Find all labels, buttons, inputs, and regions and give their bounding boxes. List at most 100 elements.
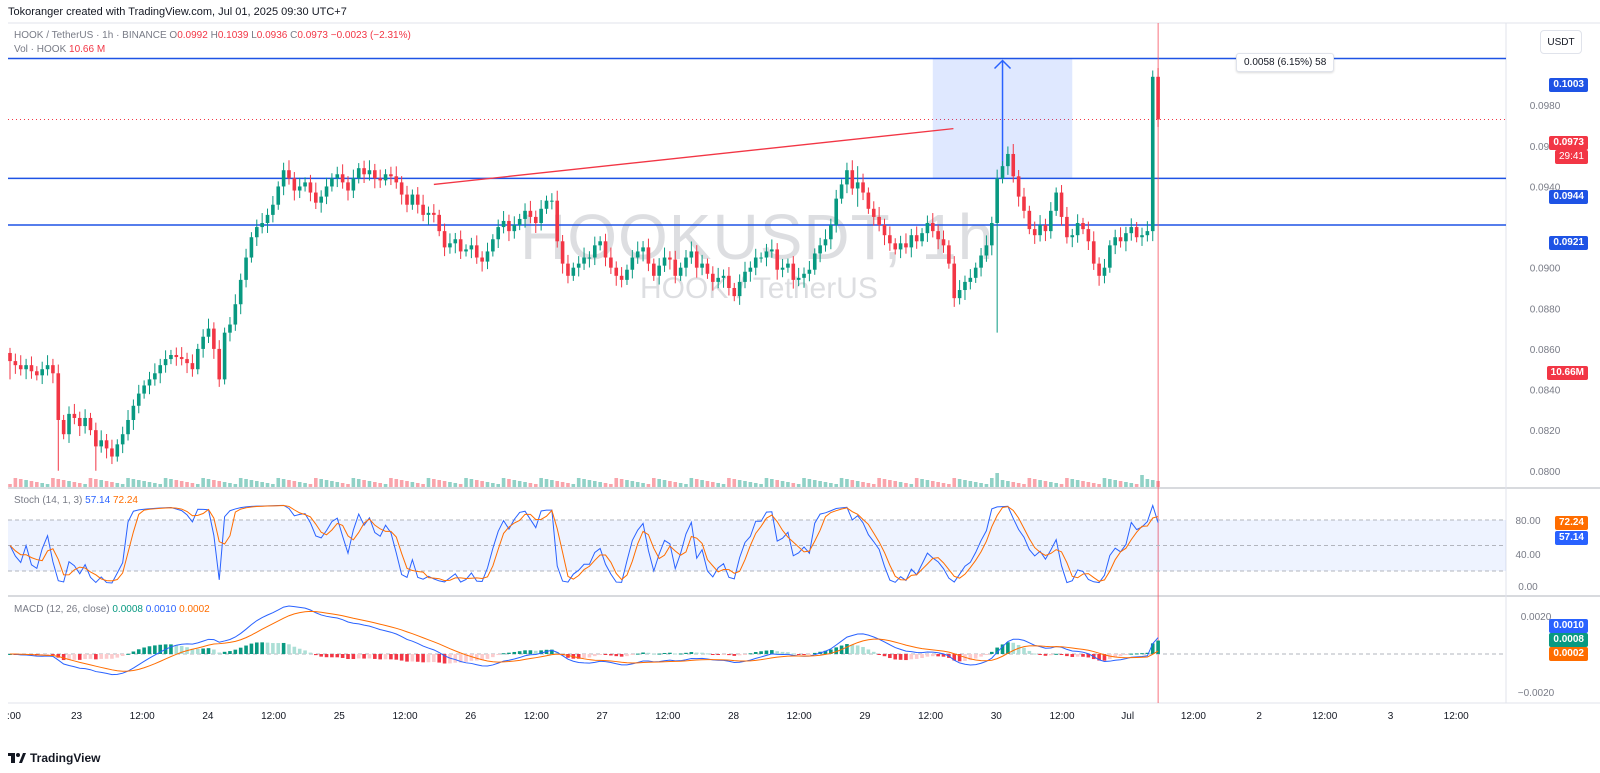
macd-histogram-bar [770, 650, 774, 654]
volume-bar [1129, 483, 1134, 487]
symbol-legend[interactable]: HOOK / TetherUS · 1h · BINANCE O0.0992 H… [14, 30, 411, 41]
volume-bar [930, 481, 935, 487]
volume-value: 10.66 M [69, 44, 106, 55]
candle-body [517, 218, 522, 226]
candle-body [335, 174, 340, 179]
candle-body [464, 249, 468, 252]
macd-histogram-bar [40, 654, 44, 656]
candle-body [555, 200, 560, 242]
macd-histogram-bar [930, 654, 935, 657]
volume-bar [770, 479, 774, 487]
stoch-legend[interactable]: Stoch (14, 1, 3) 57.14 72.24 [14, 495, 138, 506]
volume-bar [394, 479, 399, 487]
candle-body [496, 227, 501, 240]
volume-bar [142, 481, 146, 487]
time-tick-label: 12:00 [130, 711, 155, 722]
candle-body [474, 245, 479, 258]
candle-body [405, 194, 409, 205]
candle-body [759, 257, 763, 259]
macd-histogram-bar [909, 654, 914, 660]
volume-bar [898, 482, 903, 487]
macd-histogram-bar [635, 653, 640, 655]
candle-body [1054, 192, 1058, 211]
tradingview-logo[interactable]: TradingView [8, 751, 100, 765]
volume-bar [94, 479, 98, 487]
volume-bar [576, 478, 581, 487]
volume-bar [383, 484, 388, 487]
candle-body [104, 440, 109, 449]
macd-histogram-bar [324, 654, 329, 658]
volume-bar [1011, 482, 1016, 487]
volume-bar [442, 481, 447, 487]
volume-bar [1022, 484, 1026, 487]
candle-body [866, 192, 871, 209]
candle-body [330, 178, 334, 187]
volume-bar [72, 482, 77, 487]
candle-body [319, 196, 323, 203]
macd-legend[interactable]: MACD (12, 26, close) 0.0008 0.0010 0.000… [14, 604, 210, 615]
high-value: 0.1039 [217, 30, 249, 41]
candle-body [292, 178, 297, 191]
stoch-tick-label: 40.00 [1515, 550, 1540, 561]
macd-tick-label: 0.0020 [1521, 612, 1552, 623]
candle-body [40, 369, 44, 376]
macd-histogram-bar [888, 654, 892, 659]
candle-body [544, 200, 549, 209]
candle-body [260, 223, 264, 228]
volume-bar [995, 473, 999, 487]
volume-bar [1118, 481, 1123, 487]
candle-body [641, 247, 645, 252]
volume-bar [1156, 481, 1160, 487]
candle-body [898, 243, 903, 250]
macd-title: MACD (12, 26, close) [14, 604, 110, 615]
candle-body [587, 257, 592, 259]
volume-bar [507, 479, 511, 487]
volume-bar [126, 478, 130, 487]
candle-body [287, 170, 291, 179]
volume-bar [469, 479, 474, 487]
macd-histogram-bar [539, 650, 543, 654]
volume-bar [169, 479, 173, 487]
macd-histogram-bar [415, 654, 420, 662]
price-tick-label: 0.0820 [1530, 426, 1561, 437]
candle-body [957, 290, 962, 299]
macd-histogram-bar [88, 654, 93, 659]
macd-histogram-bar [791, 653, 796, 655]
volume-bar [968, 481, 973, 487]
volume-bar [888, 480, 892, 487]
macd-histogram-bar [1150, 643, 1155, 654]
volume-bar [689, 478, 694, 487]
candle-body [99, 440, 104, 447]
candle-body [378, 178, 382, 181]
candle-body [340, 174, 345, 183]
macd-histogram-bar [308, 652, 313, 654]
currency-unit-button[interactable]: USDT [1540, 30, 1582, 54]
candle-body [630, 257, 635, 270]
macd-histogram-bar [491, 654, 495, 658]
macd-histogram-bar [1006, 642, 1010, 654]
volume-legend[interactable]: Vol · HOOK 10.66 M [14, 44, 105, 55]
volume-bar [340, 483, 345, 487]
volume-bar [544, 479, 549, 487]
stoch-tick-label: 80.00 [1515, 516, 1540, 527]
volume-bar [673, 482, 678, 487]
volume-bar [1016, 483, 1021, 487]
volume-bar [882, 479, 887, 487]
volume-bar [324, 480, 329, 487]
macd-histogram-bar [265, 642, 270, 654]
volume-bar [399, 480, 404, 487]
macd-histogram-bar [254, 642, 259, 654]
volume-bar [834, 484, 839, 487]
candle-body [35, 371, 39, 376]
time-tick-label: 12:00 [392, 711, 417, 722]
candle-body [829, 225, 833, 240]
macd-histogram-bar [1049, 654, 1053, 656]
candle-body [834, 198, 839, 226]
macd-histogram-bar [469, 654, 474, 661]
macd-histogram-bar [228, 651, 232, 654]
price-tick-label: 0.0900 [1530, 264, 1561, 275]
macd-histogram-bar [432, 654, 436, 663]
macd-histogram-bar [1022, 647, 1026, 654]
macd-histogram-bar [496, 654, 501, 656]
